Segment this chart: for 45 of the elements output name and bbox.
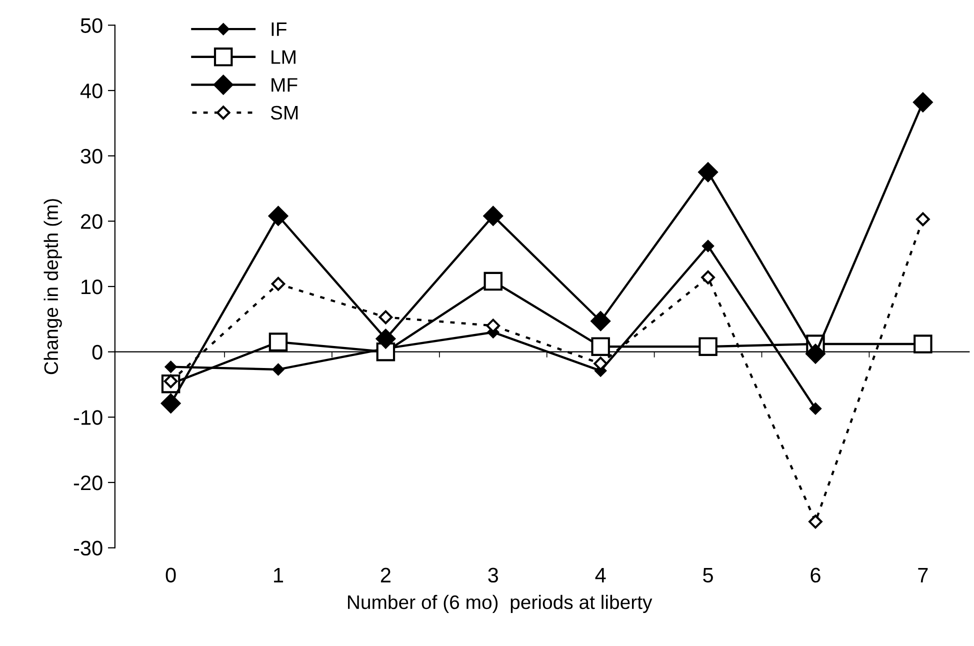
y-tick-label: -10 — [74, 410, 102, 425]
point — [591, 337, 610, 356]
y-tick-label: 10 — [82, 280, 102, 294]
y-tick-label: 0 — [92, 344, 102, 360]
legend-label: MF — [272, 78, 298, 92]
legend-label: SM — [270, 106, 298, 120]
point — [164, 360, 177, 373]
point — [806, 344, 826, 364]
point — [914, 334, 932, 354]
x-tick-label: 6 — [810, 568, 820, 583]
x-tick-label: 5 — [703, 568, 713, 583]
legend-label: LM — [272, 50, 296, 64]
point — [916, 212, 930, 226]
point — [698, 162, 718, 182]
point — [268, 332, 288, 352]
legend-label: IF — [272, 22, 287, 36]
point — [810, 402, 822, 415]
x-tick-label: 7 — [918, 568, 928, 582]
point — [913, 92, 933, 112]
y-tick-label: 40 — [80, 84, 102, 98]
x-tick-label: 1 — [274, 568, 284, 582]
point — [271, 276, 286, 291]
point — [268, 206, 288, 226]
point — [483, 206, 504, 226]
point — [376, 328, 396, 349]
x-tick-label: 0 — [166, 568, 176, 583]
x-axis-title: Number of (6 mo) periods at liberty — [348, 594, 652, 613]
x-tick-label: 3 — [488, 568, 498, 583]
point — [160, 394, 181, 414]
x-tick-label: 4 — [595, 568, 606, 582]
point — [484, 272, 503, 291]
point — [272, 364, 284, 376]
point — [590, 311, 610, 332]
point — [702, 240, 714, 252]
y-tick-label: 30 — [80, 148, 102, 164]
point — [698, 337, 718, 356]
y-tick-label: -30 — [74, 540, 102, 556]
y-tick-label: 20 — [81, 214, 102, 229]
point — [808, 514, 822, 529]
y-tick-label: -20 — [74, 475, 102, 490]
x-tick-label: 2 — [380, 568, 390, 582]
y-tick-label: 50 — [80, 18, 102, 33]
y-axis-title: Change in depth (m) — [44, 199, 62, 374]
point — [701, 270, 715, 284]
point — [378, 310, 393, 324]
